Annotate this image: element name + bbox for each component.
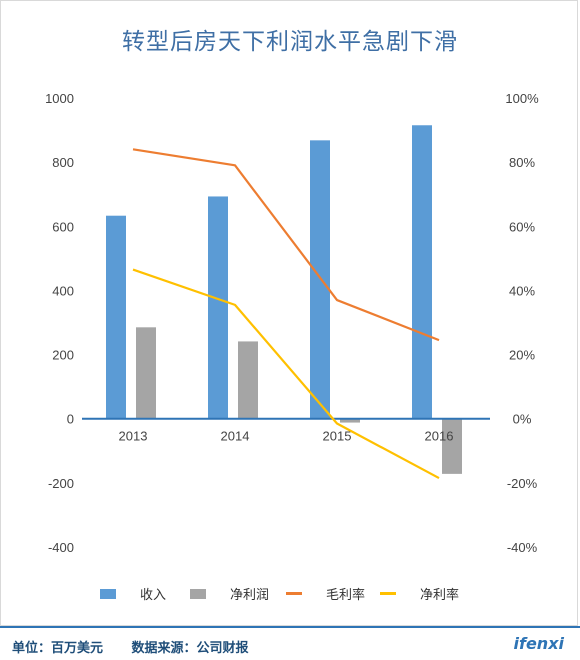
ifenxi-logo: ifenxi (513, 634, 565, 653)
left-tick-label: 600 (52, 219, 74, 234)
right-tick-label: 80% (509, 155, 535, 170)
legend-swatch (100, 588, 116, 599)
bar-net-profit (136, 327, 156, 419)
right-axis-ticks: 100% 80% 60% 40% 20% 0% -20% -40% (505, 91, 539, 555)
legend-label: 收入 (140, 588, 167, 603)
legend-label: 净利润 (230, 588, 270, 603)
chart-canvas: 1000 800 600 400 200 0 -200 -400 100% 80% 60% 40% 2… (45, 91, 539, 555)
legend-item: 净利润 (190, 584, 269, 603)
chart-frame (0, 0, 578, 626)
legend-swatch (380, 592, 396, 595)
left-tick-label: 800 (52, 155, 74, 170)
footer-info: 单位：百万美元 数据来源：公司财报 (12, 637, 273, 656)
legend: 收入 净利润 毛利率 净利率 (0, 584, 580, 606)
right-tick-label: 0% (513, 412, 532, 427)
legend-item: 收入 (100, 584, 166, 603)
legend-swatch (190, 588, 206, 599)
line-series (132, 148, 440, 480)
right-tick-label: -40% (507, 540, 538, 555)
legend-label: 毛利率 (326, 588, 366, 603)
bar-series (106, 125, 462, 474)
source-label: 数据来源：公司财报 (131, 641, 249, 656)
legend-item: 净利率 (380, 584, 459, 603)
net-margin-line (132, 268, 440, 480)
bar-net-profit (442, 418, 462, 474)
right-tick-label: -20% (507, 476, 538, 491)
x-tick-label: 2016 (425, 429, 454, 444)
left-tick-label: 200 (52, 348, 74, 363)
right-tick-label: 40% (509, 283, 535, 298)
footer-bar: 单位：百万美元 数据来源：公司财报 ifenxi (0, 626, 580, 660)
left-tick-label: 0 (67, 412, 74, 427)
chart-title: 转型后房天下利润水平急剧下滑 (122, 29, 458, 55)
left-tick-label: -200 (48, 476, 74, 491)
legend-label: 净利率 (420, 588, 460, 603)
gross-margin-line (132, 148, 440, 342)
right-tick-label: 20% (509, 348, 535, 363)
right-tick-label: 100% (505, 91, 539, 106)
x-tick-label: 2014 (221, 429, 250, 444)
left-tick-label: -400 (48, 540, 74, 555)
bar-revenue (412, 125, 432, 419)
left-axis-ticks: 1000 800 600 400 200 0 -200 -400 (45, 91, 74, 555)
bar-revenue (310, 140, 330, 419)
left-tick-label: 400 (52, 283, 74, 298)
right-tick-label: 60% (509, 219, 535, 234)
x-tick-label: 2013 (119, 429, 148, 444)
legend-swatch (286, 592, 302, 595)
legend-item: 毛利率 (286, 584, 365, 603)
x-tick-label: 2015 (323, 429, 352, 444)
left-tick-label: 1000 (45, 91, 74, 106)
unit-label: 单位：百万美元 (12, 641, 104, 656)
bar-net-profit (238, 341, 258, 419)
bar-revenue (208, 196, 228, 419)
bar-net-profit (340, 418, 360, 423)
bar-revenue (106, 215, 126, 419)
x-axis-ticks: 2013 2014 2015 2016 (119, 429, 454, 444)
